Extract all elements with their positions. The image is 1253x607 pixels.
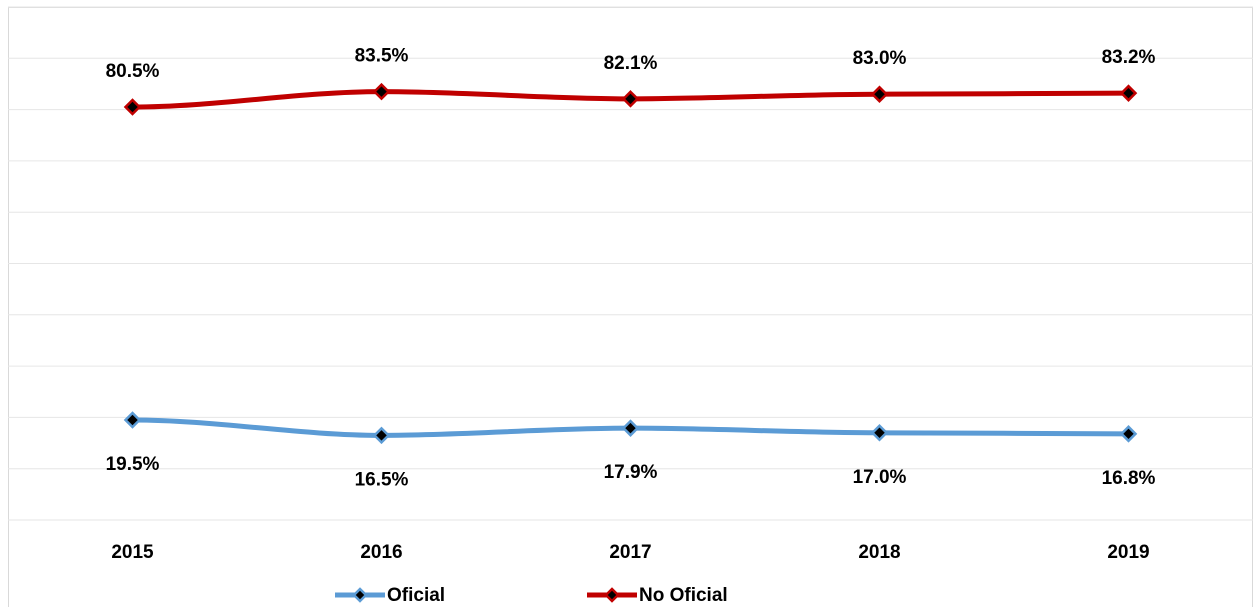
data-label: 19.5%: [106, 454, 160, 475]
data-label: 80.5%: [106, 61, 160, 82]
legend-label: Oficial: [387, 585, 445, 606]
data-point: [1119, 84, 1138, 102]
data-label: 17.0%: [853, 467, 907, 488]
data-label: 83.0%: [853, 48, 907, 69]
data-label: 82.1%: [604, 53, 658, 74]
data-label: 83.2%: [1102, 47, 1156, 68]
data-label: 17.9%: [604, 462, 658, 483]
data-point: [870, 85, 889, 103]
data-point: [123, 411, 142, 429]
legend-marker: [352, 587, 368, 603]
x-tick-label: 2015: [111, 542, 154, 563]
x-tick-label: 2019: [1107, 542, 1149, 563]
data-label: 16.5%: [355, 469, 409, 490]
data-label: 83.5%: [355, 46, 409, 67]
data-point: [372, 426, 391, 445]
data-point: [870, 424, 889, 442]
legend-marker: [604, 587, 620, 603]
data-point: [621, 90, 640, 108]
x-tick-label: 2017: [609, 542, 651, 563]
data-point: [621, 419, 640, 437]
legend-label: No Oficial: [639, 585, 728, 606]
data-point: [1119, 425, 1138, 443]
data-label: 16.8%: [1102, 468, 1156, 489]
data-point: [372, 82, 391, 101]
data-point: [123, 98, 142, 116]
x-tick-label: 2018: [858, 542, 900, 563]
x-tick-label: 2016: [360, 542, 402, 563]
